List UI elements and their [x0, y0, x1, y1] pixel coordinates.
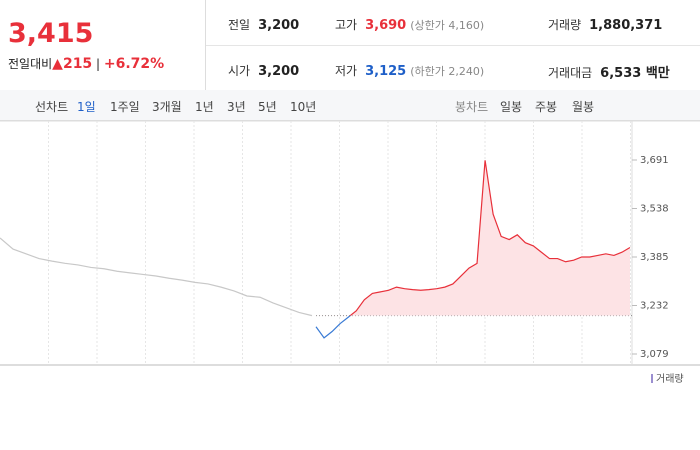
stat-label: 전일 [228, 18, 251, 32]
period-tab[interactable]: 3년 [227, 100, 246, 114]
change-pct: +6.72% [103, 56, 165, 72]
period-tab[interactable]: 10년 [290, 100, 317, 114]
volume-legend-swatch [651, 374, 653, 383]
stat-note: (상한가 4,160) [410, 19, 485, 32]
stat-value: 3,200 [258, 64, 300, 79]
stat: 전일 3,200 [228, 16, 299, 33]
stat-value: 6,533 백만 [600, 66, 670, 81]
change-up: ▲215 [52, 56, 93, 72]
stat: 시가 3,200 [228, 62, 299, 79]
stat: 고가 3,690 (상한가 4,160) [335, 16, 484, 33]
candle-tab[interactable]: 주봉 [535, 100, 558, 114]
period-tab[interactable]: 1주일 [110, 100, 140, 114]
period-tab[interactable]: 3개월 [152, 100, 182, 114]
change-value: 215 [62, 56, 93, 72]
y-tick-label: 3,385 [640, 252, 669, 263]
separator [206, 45, 700, 46]
stat-label: 저가 [335, 64, 358, 78]
change: 전일대비▲215 | +6.72% [8, 56, 165, 72]
toolbar-label: 선차트 [35, 100, 69, 114]
price: 3,415 [8, 18, 94, 49]
stat-value: 3,200 [258, 18, 300, 33]
stat-note: (하한가 2,240) [410, 65, 485, 78]
period-tab[interactable]: 1년 [195, 100, 214, 114]
chart: 3,079 3,232 3,385 3,538 3,691 거래량 [0, 121, 700, 385]
stat-value: 1,880,371 [589, 18, 663, 33]
stat-value: 3,690 [365, 18, 407, 33]
price-line-up [349, 160, 631, 316]
price-box: 3,415 전일대비▲215 | +6.72% [0, 0, 206, 90]
y-tick-label: 3,079 [640, 349, 669, 360]
y-tick-label: 3,538 [640, 204, 669, 215]
volume-legend: 거래량 [656, 373, 684, 385]
period-tab[interactable]: 5년 [258, 100, 277, 114]
y-tick-label: 3,232 [640, 301, 669, 312]
stat: 거래대금 6,533 백만 [548, 62, 670, 81]
toolbar: 선차트 1일 1주일 3개월 1년 3년 5년 10년 봉차트 일봉 주봉 월봉 [0, 90, 700, 121]
stat: 거래량 1,880,371 [548, 16, 662, 33]
candle-tab[interactable]: 월봉 [572, 100, 595, 114]
candle-tab[interactable]: 일봉 [500, 100, 523, 114]
stat-label: 거래대금 [548, 66, 593, 80]
area [350, 160, 630, 316]
change-label: 전일대비 [8, 57, 53, 71]
stat-label: 고가 [335, 18, 358, 32]
stat-label: 시가 [228, 64, 251, 78]
stat-label: 거래량 [548, 18, 582, 32]
y-tick-label: 3,691 [640, 155, 669, 166]
stat: 저가 3,125 (하한가 2,240) [335, 62, 484, 79]
header: 3,415 전일대비▲215 | +6.72% 전일 3,200 고가 3,690 (상… [0, 0, 700, 91]
toolbar-label: 봉차트 [455, 100, 489, 114]
period-tab[interactable]: 1일 [77, 100, 96, 114]
stat-value: 3,125 [365, 64, 407, 79]
price-line-prev [0, 237, 313, 317]
